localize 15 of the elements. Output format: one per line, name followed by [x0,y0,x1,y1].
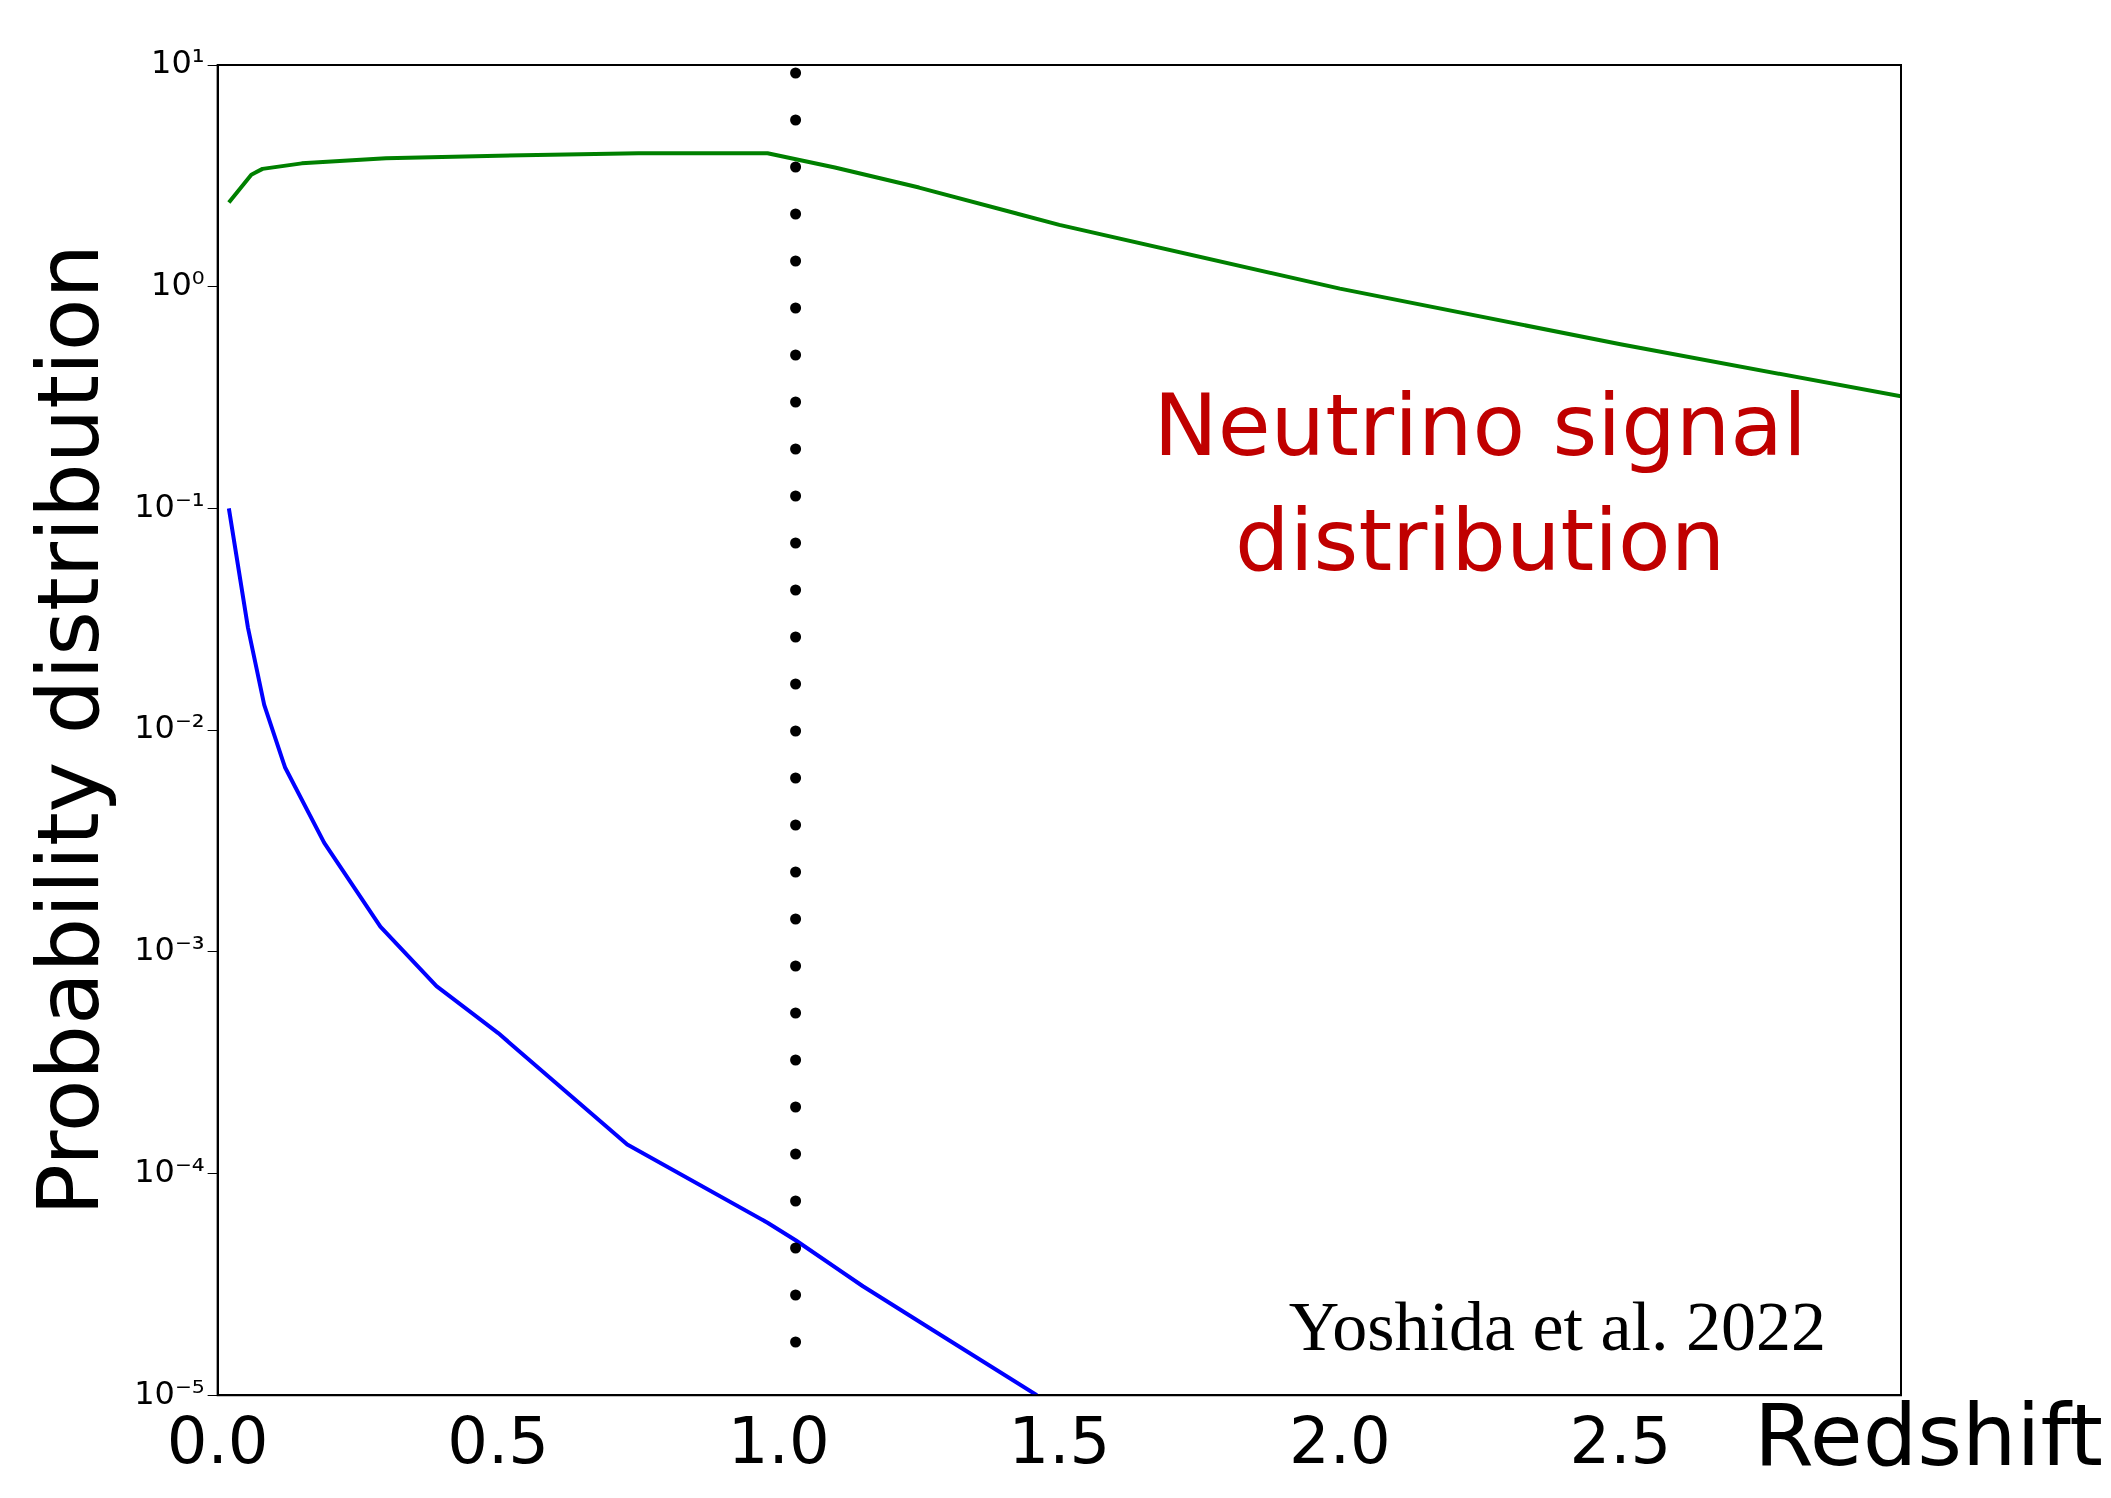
x-tick-label: 2.5 [1569,1404,1672,1479]
y-tick-label: 10⁻¹ [134,486,205,525]
y-tick-label: 10⁰ [151,265,205,304]
x-tick-label: 2.0 [1288,1404,1391,1479]
annotation: Yoshida et al. 2022 [1288,1288,1826,1366]
x-tick-label: 1.0 [727,1404,830,1479]
x-tick-label: 0.5 [447,1404,550,1479]
x-axis-title: Redshift [1753,1385,2103,1486]
y-tick-label: 10¹ [151,43,205,82]
x-tick-label: 1.5 [1008,1404,1111,1479]
y-tick-label: 10⁻⁴ [134,1151,205,1190]
y-tick-label: 10⁻³ [134,930,205,969]
y-tick-label: 10⁻² [134,708,205,747]
annotation: Neutrino signal distribution [1153,375,1807,590]
y-axis-title: Probability distribution [17,244,118,1217]
